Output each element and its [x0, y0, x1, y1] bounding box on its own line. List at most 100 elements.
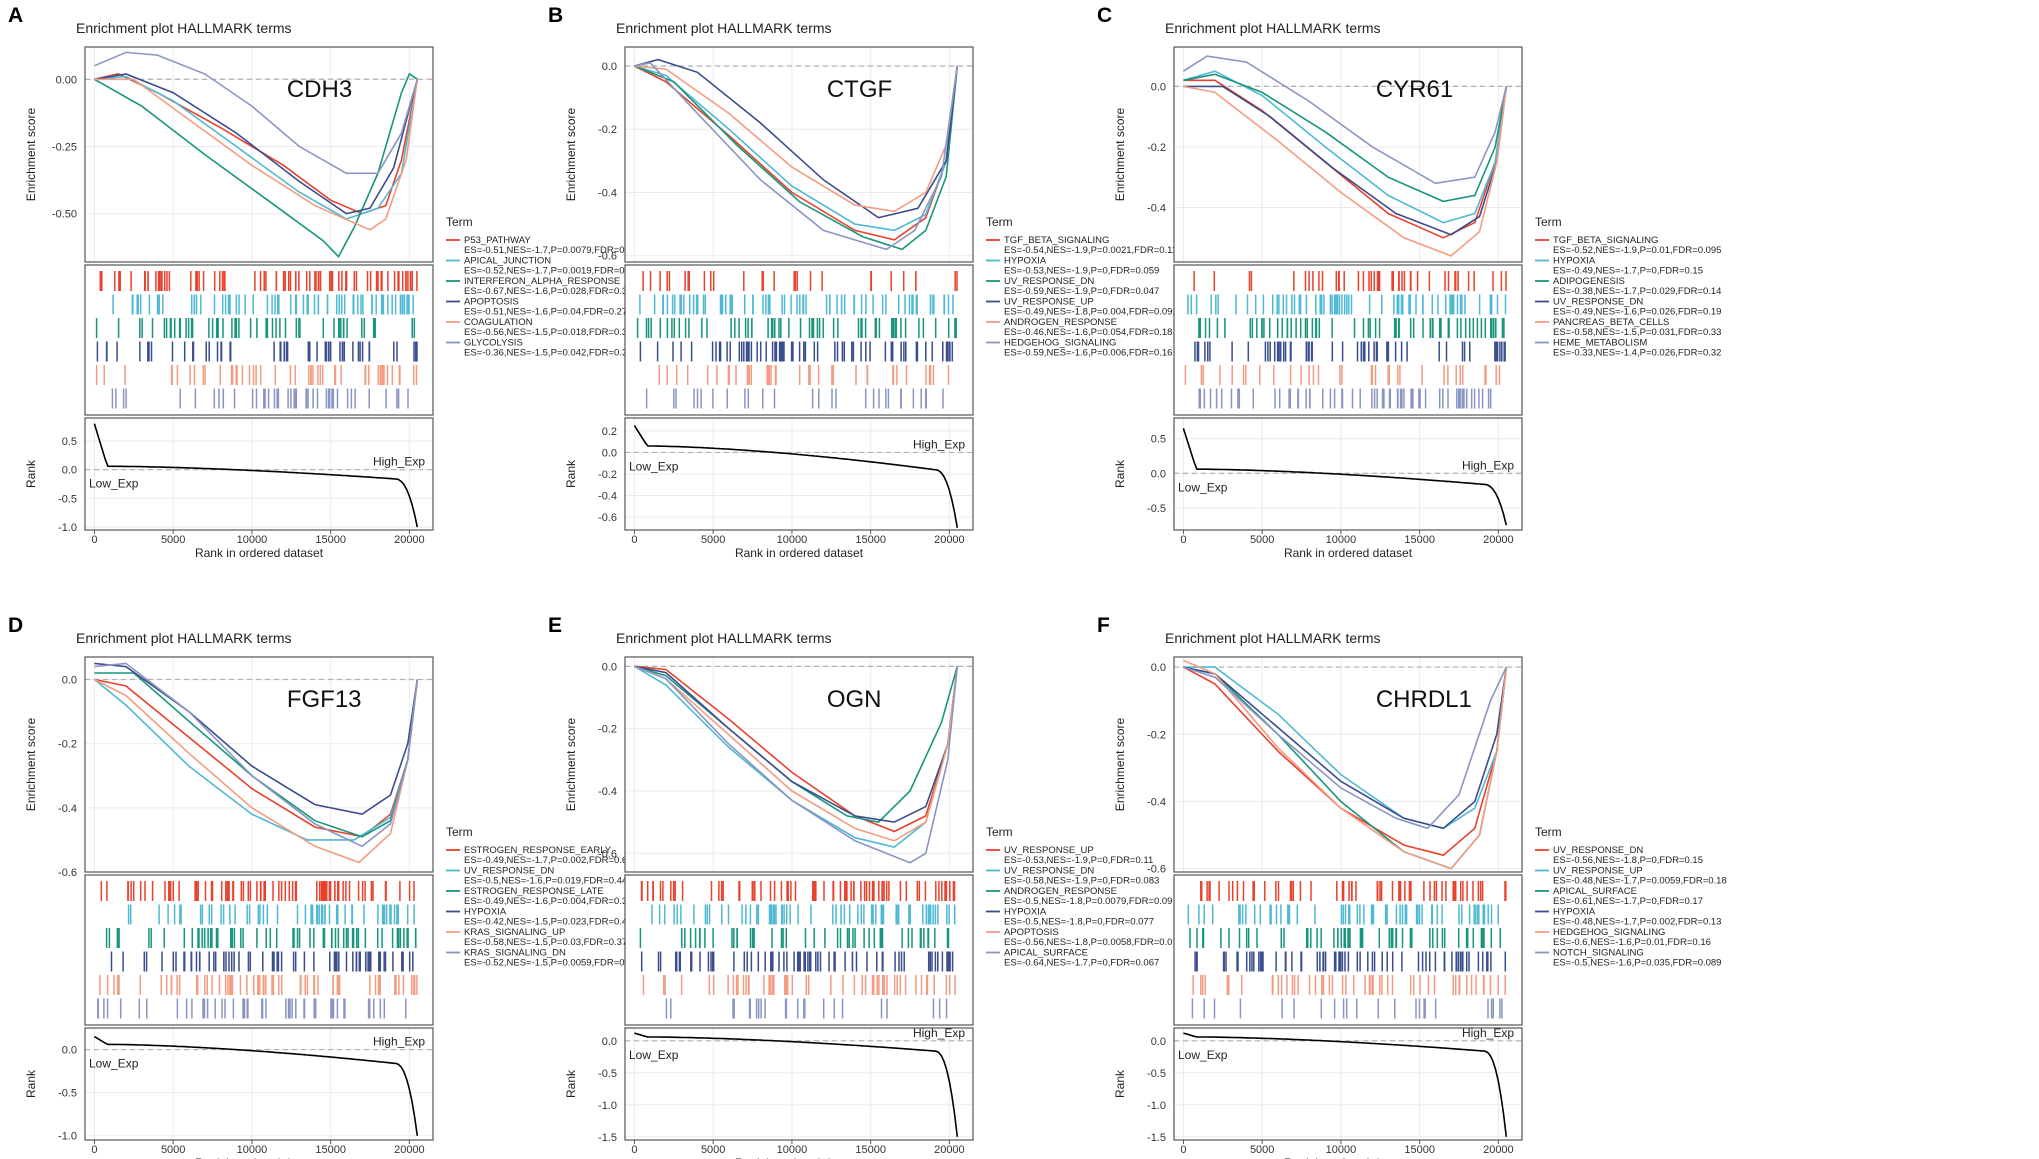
xtick-label: 20000	[394, 534, 425, 546]
hit-ticks-kras_signaling_dn	[97, 998, 407, 1019]
xtick-label: 0	[91, 1144, 97, 1156]
rank-ytick-label: -1.0	[1147, 1100, 1166, 1112]
x-axis-label: Rank in ordered dataset	[1284, 546, 1413, 560]
legend-term-stats: ES=-0.58,NES=-1.9,P=0,FDR=0.083	[1004, 876, 1159, 887]
xtick-label: 15000	[1404, 1144, 1435, 1156]
es-ytick-label: -0.2	[598, 124, 617, 136]
legend-term-stats: ES=-0.5,NES=-1.8,P=0,FDR=0.077	[1004, 917, 1154, 928]
xtick-label: 10000	[777, 1144, 808, 1156]
hit-ticks-tgf_beta_signaling	[642, 271, 958, 291]
legend-term-name: UV_RESPONSE_DN	[1004, 866, 1094, 877]
rank-ytick-label: 0.0	[1151, 468, 1166, 480]
xtick-label: 20000	[1483, 534, 1514, 546]
legend-term-stats: ES=-0.49,NES=-1.7,P=0.002,FDR=0.65	[464, 855, 632, 866]
high-exp-label: High_Exp	[1462, 1026, 1514, 1040]
legend-term-stats: ES=-0.51,NES=-1.6,P=0.04,FDR=0.27	[464, 307, 627, 318]
es-ytick-label: -0.4	[58, 803, 77, 815]
es-plot-area	[625, 47, 973, 262]
es-ytick-label: 0.0	[1151, 81, 1166, 93]
rank-ytick-label: 0.0	[62, 1045, 77, 1057]
xtick-label: 5000	[1250, 534, 1274, 546]
legend-term-name: KRAS_SIGNALING_DN	[464, 948, 566, 959]
hit-ticks-uv_response_dn	[127, 904, 415, 925]
es-curve-notch_signaling	[1183, 666, 1508, 830]
hit-ticks-hypoxia	[640, 951, 954, 972]
legend-term-stats: ES=-0.5,NES=-1.6,P=0.019,FDR=0.44	[464, 876, 627, 887]
xtick-label: 15000	[315, 1144, 346, 1156]
legend-term-stats: ES=-0.48,NES=-1.7,P=0.002,FDR=0.13	[1553, 917, 1721, 928]
x-axis-label: Rank in ordered dataset	[735, 546, 864, 560]
x-axis-label: Rank in ordered dataset	[735, 1156, 864, 1159]
legend-term-name: APICAL_SURFACE	[1553, 886, 1637, 897]
hit-ticks-apoptosis	[642, 975, 956, 995]
es-ytick-label: -0.6	[598, 251, 617, 263]
es-ytick-label: 0.0	[602, 661, 617, 673]
es-curve-hypoxia	[1183, 666, 1508, 830]
legend-term-name: ESTROGEN_RESPONSE_LATE	[464, 886, 604, 897]
hit-ticks-uv_response_dn	[636, 318, 957, 338]
xtick-label: 20000	[1483, 1144, 1514, 1156]
es-curve-tgf_beta_signaling	[1183, 79, 1508, 239]
legend-title: Term	[986, 825, 1013, 839]
hits-frame	[84, 264, 434, 416]
xtick-label: 15000	[855, 1144, 886, 1156]
rank-ytick-label: 0.2	[602, 426, 617, 438]
legend-term-stats: ES=-0.56,NES=-1.8,P=0.0058,FDR=0.074	[1004, 937, 1183, 948]
legend-term-stats: ES=-0.51,NES=-1.7,P=0.0079,FDR=0.47	[464, 245, 638, 256]
hit-ticks-kras_signaling_up	[99, 975, 418, 995]
xtick-label: 0	[91, 534, 97, 546]
es-curve-interferon_alpha_response	[94, 72, 418, 258]
es-frame	[624, 656, 974, 873]
legend-term-name: GLYCOLYSIS	[464, 338, 523, 349]
es-ytick-label: 0.0	[1151, 662, 1166, 674]
es-plot-area	[625, 657, 973, 872]
hit-ticks-hypoxia	[1194, 951, 1507, 972]
legend-term-name: TGF_BETA_SIGNALING	[1004, 235, 1109, 246]
es-curve-hypoxia	[634, 65, 959, 232]
rank-ytick-label: 0.0	[1151, 1036, 1166, 1048]
legend-term-stats: ES=-0.36,NES=-1.5,P=0.042,FDR=0.3	[464, 348, 627, 359]
legend-title: Term	[986, 215, 1013, 229]
legend-term-name: UV_RESPONSE_UP	[1004, 297, 1094, 308]
legend-term-name: HEDGEHOG_SIGNALING	[1004, 338, 1116, 349]
es-ytick-label: -0.2	[58, 739, 77, 751]
rank-ytick-label: -1.5	[1147, 1132, 1166, 1144]
es-curve-hypoxia	[94, 662, 419, 816]
rank-curve	[93, 1035, 419, 1136]
xtick-label: 20000	[394, 1144, 425, 1156]
hit-ticks-hedgehog_signaling	[1192, 975, 1506, 995]
gene-label: CTGF	[827, 76, 892, 103]
rank-curve	[633, 425, 959, 528]
es-ytick-label: -0.4	[598, 187, 617, 199]
legend-term-name: UV_RESPONSE_DN	[1553, 845, 1643, 856]
legend-term-stats: ES=-0.52,NES=-1.9,P=0.01,FDR=0.095	[1553, 245, 1721, 256]
legend-term-name: COAGULATION	[464, 317, 533, 328]
hit-ticks-uv_response_dn	[1200, 881, 1507, 901]
panel-title: Enrichment plot HALLMARK terms	[1165, 20, 1381, 36]
xtick-label: 0	[631, 534, 637, 546]
rank-ytick-label: -0.4	[598, 491, 617, 503]
hit-ticks-apical_surface	[1189, 928, 1501, 948]
legend-term-name: HYPOXIA	[1553, 907, 1596, 918]
xtick-label: 5000	[701, 534, 725, 546]
hit-ticks-uv_response_up	[640, 881, 956, 901]
legend-term-stats: ES=-0.33,NES=-1.4,P=0.026,FDR=0.32	[1553, 348, 1721, 359]
es-frame	[84, 656, 434, 873]
gene-label: FGF13	[287, 686, 362, 713]
es-ytick-label: 0.0	[62, 674, 77, 686]
legend-term-stats: ES=-0.56,NES=-1.5,P=0.018,FDR=0.33	[464, 327, 632, 338]
xtick-label: 10000	[1326, 1144, 1357, 1156]
rank-frame	[1173, 417, 1523, 531]
legend-term-stats: ES=-0.38,NES=-1.7,P=0.029,FDR=0.14	[1553, 286, 1721, 297]
legend-term-stats: ES=-0.59,NES=-1.9,P=0,FDR=0.047	[1004, 286, 1159, 297]
legend-term-name: TGF_BETA_SIGNALING	[1553, 235, 1658, 246]
rank-ylabel: Rank	[24, 1069, 38, 1098]
es-ylabel: Enrichment score	[24, 717, 38, 811]
es-curve-hypoxia	[1183, 70, 1508, 224]
hits-frame	[624, 874, 974, 1026]
es-ytick-label: -0.4	[1147, 796, 1166, 808]
xtick-label: 10000	[1326, 534, 1357, 546]
legend-title: Term	[1535, 215, 1562, 229]
es-curve-uv_response_up	[634, 58, 959, 219]
